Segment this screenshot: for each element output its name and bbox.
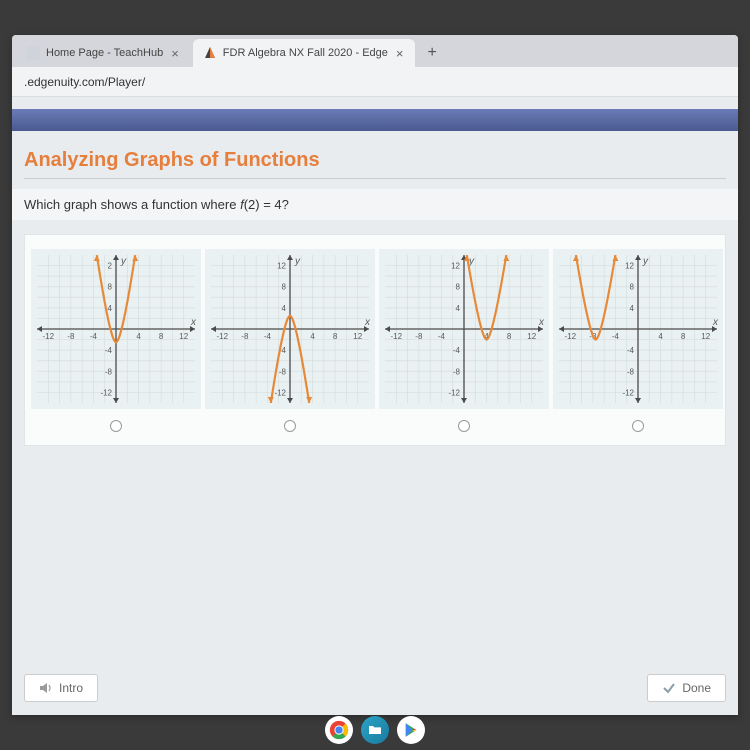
svg-text:-4: -4 [612,332,620,341]
svg-text:-4: -4 [90,332,98,341]
svg-text:-4: -4 [453,346,461,355]
svg-text:8: 8 [282,283,287,292]
svg-text:-4: -4 [105,346,113,355]
svg-text:8: 8 [681,332,686,341]
svg-text:y: y [642,256,649,267]
svg-text:12: 12 [625,262,634,271]
lesson-content: Analyzing Graphs of Functions Which grap… [12,97,738,715]
tab-label: Home Page - TeachHub [46,47,163,59]
svg-text:4: 4 [136,332,141,341]
svg-text:12: 12 [451,262,460,271]
svg-text:-4: -4 [627,346,635,355]
svg-text:8: 8 [333,332,338,341]
graph-option-1: -12 -8 -4 4 8 12 2 8 4 -4 -8 -12 x y [31,249,201,409]
url-text: .edgenuity.com/Player/ [24,75,145,89]
svg-text:8: 8 [630,283,635,292]
svg-text:8: 8 [456,283,461,292]
tab-favicon-teachhub [26,46,40,60]
svg-text:12: 12 [179,332,188,341]
radio-option-3[interactable] [458,420,470,432]
answer-options: -12 -8 -4 4 8 12 2 8 4 -4 -8 -12 x y -12 -8 -4 4 8 12 12 8 4 -4… [24,234,726,446]
question-text: Which graph shows a function where f(2) … [12,189,738,220]
svg-text:-8: -8 [279,367,287,376]
radio-option-1[interactable] [110,420,122,432]
files-icon[interactable] [361,716,389,744]
answer-option-2: -12-8-448121284-4-8-12xy [205,249,375,437]
svg-text:-12: -12 [43,332,55,341]
svg-text:-8: -8 [627,367,635,376]
svg-text:x: x [538,317,545,328]
svg-text:4: 4 [630,304,635,313]
check-icon [662,681,676,695]
done-button[interactable]: Done [647,674,726,702]
svg-text:12: 12 [701,332,710,341]
close-icon[interactable]: × [169,46,181,61]
lesson-title: Analyzing Graphs of Functions [12,149,738,178]
svg-text:12: 12 [527,332,536,341]
chrome-icon[interactable] [325,716,353,744]
done-label: Done [682,681,711,695]
graph-option-2: -12-8-448121284-4-8-12xy [205,249,375,409]
tab-edgenuity[interactable]: FDR Algebra NX Fall 2020 - Edge × [193,39,416,67]
svg-text:12: 12 [353,332,362,341]
svg-text:4: 4 [658,332,663,341]
svg-text:x: x [712,317,719,328]
svg-text:x: x [190,317,197,328]
intro-label: Intro [59,681,83,695]
tab-label: FDR Algebra NX Fall 2020 - Edge [223,47,388,59]
graph-option-4: -12-8-448121284-4-8-12xy [553,249,723,409]
tab-bar: Home Page - TeachHub × FDR Algebra NX Fa… [12,35,738,67]
close-icon[interactable]: × [394,46,406,61]
play-store-icon[interactable] [397,716,425,744]
svg-text:x: x [364,317,371,328]
svg-text:-12: -12 [448,388,460,397]
divider [24,178,726,179]
tab-teachhub[interactable]: Home Page - TeachHub × [16,39,191,67]
svg-text:-4: -4 [438,332,446,341]
svg-text:8: 8 [159,332,164,341]
radio-option-2[interactable] [284,420,296,432]
svg-text:-8: -8 [453,367,461,376]
svg-text:4: 4 [108,304,113,313]
svg-text:4: 4 [282,304,287,313]
svg-text:-8: -8 [105,367,113,376]
svg-text:4: 4 [310,332,315,341]
intro-button[interactable]: Intro [24,674,98,702]
svg-text:8: 8 [108,283,113,292]
svg-text:-8: -8 [415,332,423,341]
svg-text:-8: -8 [241,332,249,341]
dock [325,716,425,744]
svg-text:-4: -4 [264,332,272,341]
svg-text:2: 2 [108,262,113,271]
speaker-icon [39,681,53,695]
svg-text:-12: -12 [565,332,577,341]
svg-text:y: y [294,256,301,267]
svg-text:4: 4 [456,304,461,313]
svg-text:12: 12 [277,262,286,271]
tab-favicon-edgenuity [203,46,217,60]
svg-text:-12: -12 [391,332,403,341]
answer-option-4: -12-8-448121284-4-8-12xy [553,249,723,437]
new-tab-button[interactable]: + [417,39,446,67]
svg-text:-12: -12 [622,388,634,397]
answer-option-1: -12 -8 -4 4 8 12 2 8 4 -4 -8 -12 x y [31,249,201,437]
header-bar [12,109,738,131]
svg-text:8: 8 [507,332,512,341]
radio-option-4[interactable] [632,420,644,432]
answer-option-3: -12-8-448121284-4-8-12xy [379,249,549,437]
svg-text:y: y [120,256,127,267]
url-bar[interactable]: .edgenuity.com/Player/ [12,67,738,97]
svg-text:-8: -8 [67,332,75,341]
svg-text:-12: -12 [100,388,112,397]
svg-text:-12: -12 [217,332,229,341]
graph-option-3: -12-8-448121284-4-8-12xy [379,249,549,409]
svg-text:-12: -12 [274,388,286,397]
